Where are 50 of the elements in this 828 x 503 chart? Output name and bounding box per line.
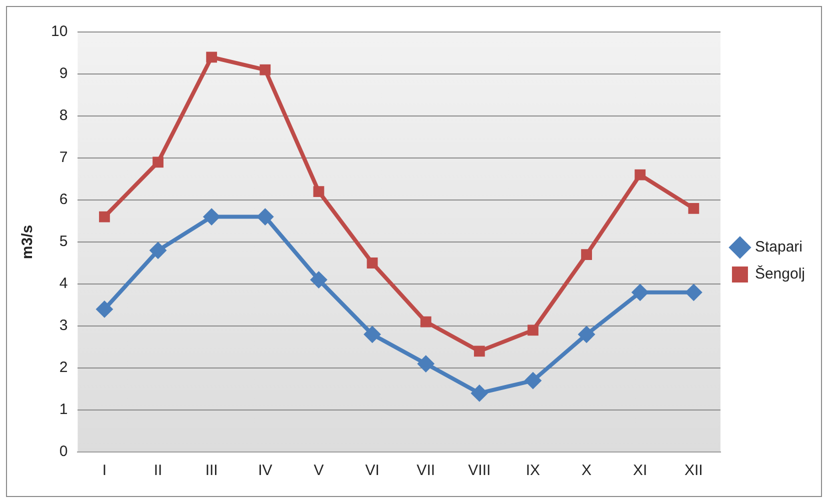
y-tick-label: 4 [59,275,68,292]
point [528,324,538,336]
point [366,258,378,268]
x-tick-label: X [582,462,592,480]
x-tick-label: II [154,462,162,480]
x-tick-label: V [314,462,324,480]
x-tick-label: IX [526,462,540,480]
y-tick-label: 5 [59,233,68,250]
point [206,52,218,63]
y-tick-label: 2 [59,359,68,376]
x-tick-label: VIII [468,462,491,480]
point [256,208,274,226]
y-tick-label: 8 [59,107,68,124]
point [688,202,700,214]
y-tick-label: 3 [59,317,68,334]
point [96,300,113,318]
point [364,326,381,343]
point [524,372,542,390]
legend-label: Stapari [754,238,802,256]
y-tick-label: 7 [59,149,68,166]
x-tick-label: VII [416,462,436,480]
point [203,208,220,226]
point [470,384,488,402]
x-tick-label: III [205,462,218,480]
point [578,326,596,343]
point [150,242,167,259]
x-tick-label: I [102,462,107,480]
point [685,284,702,301]
point [99,211,110,222]
point [310,271,328,288]
y-axis-title: m3/s [19,224,36,260]
x-tick-label: IV [258,462,272,480]
point [260,64,271,76]
point [420,316,432,328]
y-tick-label: 6 [59,191,68,208]
y-tick-label: 10 [50,23,68,40]
y-tick-label: 1 [59,401,68,418]
x-tick-label: VI [365,462,380,480]
point [634,169,646,180]
point [474,346,485,357]
y-tick-label: 0 [59,443,68,460]
point [581,249,592,260]
x-tick-label: XII [684,462,703,480]
point [152,156,164,168]
point [417,355,434,372]
point [632,284,649,301]
x-tick-label: XI [633,462,648,480]
y-tick-label: 9 [59,65,68,82]
legend-label: Šengolj [754,264,806,283]
point [313,186,324,198]
